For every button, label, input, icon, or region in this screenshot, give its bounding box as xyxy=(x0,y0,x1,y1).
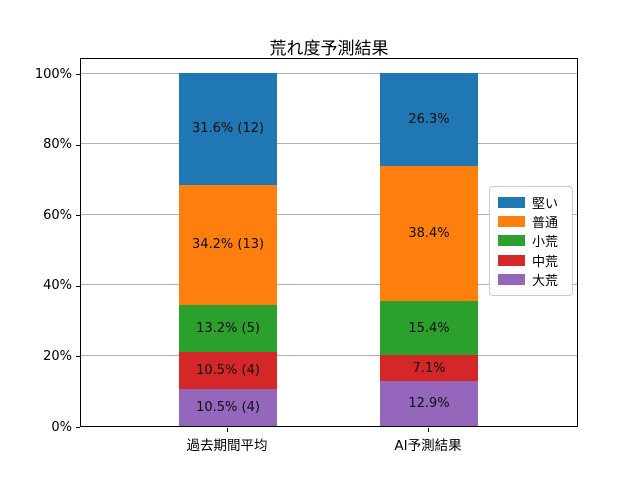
bar-segment-label: 13.2% (5) xyxy=(196,321,260,337)
gridline xyxy=(81,284,577,286)
legend-label: 小荒 xyxy=(532,235,559,251)
bar-segment: 10.5% (4) xyxy=(179,351,277,389)
chart-title: 荒れ度予測結果 xyxy=(269,39,389,59)
legend-item: 大荒 xyxy=(498,270,564,289)
legend-swatch-icon xyxy=(498,197,525,209)
y-tick-mark xyxy=(76,74,80,75)
bar-segment: 38.4% xyxy=(380,165,478,302)
legend-item: 小荒 xyxy=(498,231,564,250)
legend-swatch-icon xyxy=(498,273,525,285)
gridline xyxy=(81,143,577,145)
bar-segment: 15.4% xyxy=(380,301,478,356)
y-tick-mark xyxy=(76,427,80,428)
y-tick-label: 100% xyxy=(34,66,72,82)
y-tick-mark xyxy=(76,215,80,217)
bar-segment-label: 26.3% xyxy=(408,111,450,127)
legend-item: 普通 xyxy=(498,212,564,231)
x-tick-mark xyxy=(427,428,429,432)
y-tick-label: 80% xyxy=(43,137,72,153)
y-tick-label: 20% xyxy=(43,348,72,364)
legend-swatch-icon xyxy=(498,254,525,266)
bar-segment: 12.9% xyxy=(380,380,478,426)
bar-segment: 26.3% xyxy=(380,73,478,166)
bar-segment-label: 10.5% (4) xyxy=(196,399,260,415)
bar-segment: 13.2% (5) xyxy=(179,305,277,352)
legend-label: 中荒 xyxy=(532,254,559,270)
bar-segment: 34.2% (13) xyxy=(179,184,277,306)
y-tick-mark xyxy=(76,285,80,287)
legend-swatch-icon xyxy=(498,235,525,247)
bar-segment-label: 12.9% xyxy=(408,395,450,411)
gridline xyxy=(81,72,577,74)
bar-segment-label: 38.4% xyxy=(408,225,450,241)
y-tick-label: 60% xyxy=(43,207,72,223)
y-tick-mark xyxy=(76,144,80,146)
bar-segment-label: 31.6% (12) xyxy=(191,121,265,137)
gridline xyxy=(81,354,577,356)
x-tick-label: AI予測結果 xyxy=(394,438,462,454)
bar-segment-label: 15.4% xyxy=(408,320,450,336)
y-tick-label: 0% xyxy=(51,419,72,435)
legend-item: 堅い xyxy=(498,193,564,212)
bar-segment-label: 7.1% xyxy=(412,360,446,376)
x-tick-mark xyxy=(226,428,228,432)
bar-segment: 7.1% xyxy=(380,355,478,381)
legend-swatch-icon xyxy=(498,216,525,228)
legend-item: 中荒 xyxy=(498,251,564,270)
legend-label: 普通 xyxy=(532,216,559,232)
y-tick-label: 40% xyxy=(43,278,72,294)
bar-segment-label: 34.2% (13) xyxy=(191,237,265,253)
x-tick-label: 過去期間平均 xyxy=(186,438,268,454)
legend-label: 堅い xyxy=(532,197,559,213)
y-tick-mark xyxy=(76,356,80,358)
bar-segment: 10.5% (4) xyxy=(179,388,277,426)
legend-label: 大荒 xyxy=(532,273,559,289)
bar-segment: 31.6% (12) xyxy=(179,73,277,185)
gridline xyxy=(81,213,577,215)
bar-segment-label: 10.5% (4) xyxy=(196,362,260,378)
legend: 堅い普通小荒中荒大荒 xyxy=(489,186,573,296)
